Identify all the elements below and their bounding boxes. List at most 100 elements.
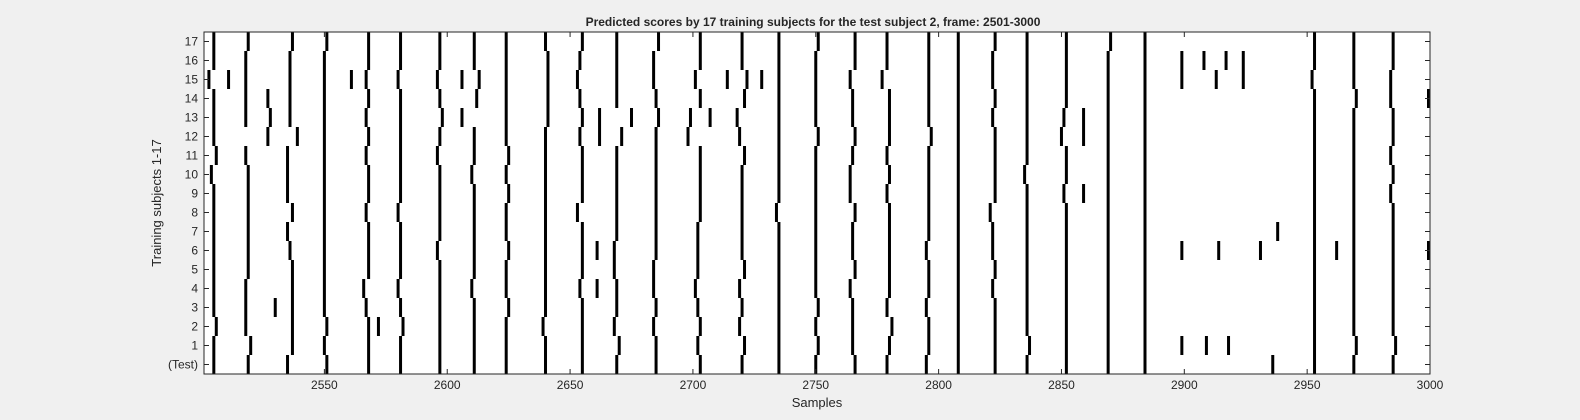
event-mark bbox=[290, 203, 294, 222]
event-mark bbox=[1025, 298, 1029, 317]
event-mark bbox=[544, 146, 548, 165]
event-mark bbox=[654, 336, 658, 355]
event-mark bbox=[1025, 108, 1029, 127]
event-mark bbox=[814, 260, 818, 279]
event-mark bbox=[851, 241, 855, 260]
event-mark bbox=[1106, 184, 1110, 203]
event-mark bbox=[848, 279, 852, 298]
event-mark bbox=[470, 279, 474, 298]
event-mark bbox=[266, 127, 270, 146]
event-mark bbox=[507, 298, 511, 317]
event-mark bbox=[212, 32, 216, 51]
event-mark bbox=[652, 279, 656, 298]
event-mark bbox=[1143, 279, 1147, 298]
event-mark bbox=[1391, 32, 1395, 51]
event-mark bbox=[322, 184, 326, 203]
event-mark bbox=[612, 260, 616, 279]
event-mark bbox=[1180, 51, 1184, 70]
event-mark bbox=[615, 355, 619, 374]
event-mark bbox=[472, 336, 476, 355]
event-mark bbox=[698, 355, 702, 374]
event-mark bbox=[993, 127, 997, 146]
event-mark bbox=[1271, 355, 1275, 374]
event-mark bbox=[1352, 32, 1356, 51]
event-mark bbox=[504, 336, 508, 355]
y-tick-label: 9 bbox=[191, 187, 198, 201]
event-mark bbox=[472, 32, 476, 51]
event-mark bbox=[887, 279, 891, 298]
x-tick-label: 2700 bbox=[680, 378, 707, 392]
event-mark bbox=[814, 279, 818, 298]
event-mark bbox=[1313, 298, 1317, 317]
event-mark bbox=[740, 222, 744, 241]
event-mark bbox=[1025, 184, 1029, 203]
event-mark bbox=[1025, 355, 1029, 374]
event-mark bbox=[322, 127, 326, 146]
event-mark bbox=[693, 279, 697, 298]
event-mark bbox=[991, 222, 995, 241]
event-mark bbox=[396, 279, 400, 298]
event-mark bbox=[367, 51, 371, 70]
event-mark bbox=[816, 298, 820, 317]
event-mark bbox=[376, 317, 380, 336]
event-mark bbox=[322, 298, 326, 317]
event-mark bbox=[438, 298, 442, 317]
event-mark bbox=[1064, 298, 1068, 317]
event-mark bbox=[777, 165, 781, 184]
event-mark bbox=[364, 70, 368, 89]
y-tick-label: 4 bbox=[191, 282, 198, 296]
event-mark bbox=[1389, 89, 1393, 108]
event-mark bbox=[612, 317, 616, 336]
event-mark bbox=[630, 108, 634, 127]
event-mark bbox=[848, 70, 852, 89]
event-mark bbox=[244, 51, 248, 70]
event-mark bbox=[1391, 222, 1395, 241]
event-mark bbox=[1352, 298, 1356, 317]
event-mark bbox=[544, 222, 548, 241]
event-mark bbox=[740, 32, 744, 51]
event-mark bbox=[396, 203, 400, 222]
event-mark bbox=[927, 222, 931, 241]
event-mark bbox=[349, 70, 353, 89]
event-mark bbox=[288, 51, 292, 70]
event-mark bbox=[212, 203, 216, 222]
event-mark bbox=[1352, 108, 1356, 127]
event-mark bbox=[1025, 241, 1029, 260]
event-mark bbox=[1352, 146, 1356, 165]
y-tick-label: 16 bbox=[185, 54, 199, 68]
event-mark bbox=[885, 51, 889, 70]
event-mark bbox=[438, 279, 442, 298]
event-mark bbox=[227, 70, 231, 89]
event-mark bbox=[1064, 70, 1068, 89]
event-mark bbox=[438, 51, 442, 70]
event-mark bbox=[743, 336, 747, 355]
y-tick-label: 6 bbox=[191, 244, 198, 258]
y-tick-label: 1 bbox=[191, 339, 198, 353]
x-tick-label: 2550 bbox=[311, 378, 338, 392]
event-mark bbox=[853, 260, 857, 279]
event-mark bbox=[615, 51, 619, 70]
event-mark bbox=[991, 51, 995, 70]
event-mark bbox=[399, 127, 403, 146]
event-mark bbox=[544, 203, 548, 222]
event-mark bbox=[851, 222, 855, 241]
event-mark bbox=[438, 32, 442, 51]
event-mark bbox=[654, 222, 658, 241]
x-tick-label: 2950 bbox=[1294, 378, 1321, 392]
event-mark bbox=[598, 108, 602, 127]
event-mark bbox=[708, 108, 712, 127]
event-mark bbox=[654, 355, 658, 374]
event-mark bbox=[760, 70, 764, 89]
event-mark bbox=[735, 108, 739, 127]
event-mark bbox=[993, 355, 997, 374]
event-mark bbox=[1313, 260, 1317, 279]
event-mark bbox=[956, 184, 960, 203]
event-mark bbox=[544, 165, 548, 184]
event-mark bbox=[654, 241, 658, 260]
event-mark bbox=[504, 260, 508, 279]
event-mark bbox=[246, 203, 250, 222]
event-mark bbox=[1352, 355, 1356, 374]
y-tick-label: 7 bbox=[191, 225, 198, 239]
event-mark bbox=[1106, 146, 1110, 165]
event-mark bbox=[1313, 146, 1317, 165]
